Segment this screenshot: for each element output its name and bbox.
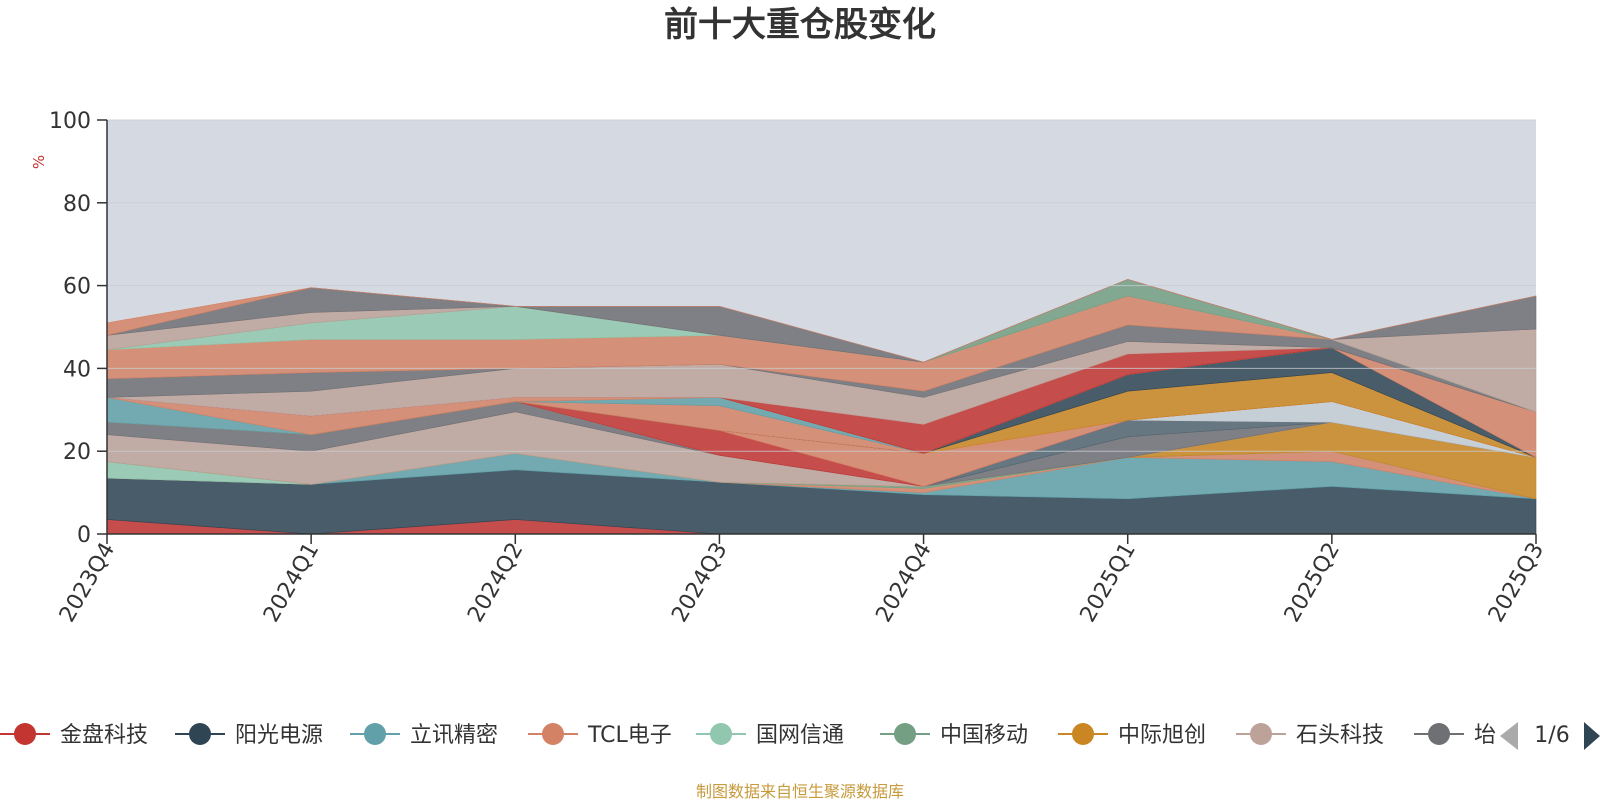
legend-marker	[364, 723, 386, 745]
area-series-27	[106, 279, 1537, 363]
x-tick-label: 2024Q2	[463, 539, 528, 627]
legend-page-indicator: 1/6	[1534, 723, 1569, 748]
x-tick-label: 2025Q1	[1076, 539, 1141, 627]
x-tick-label: 2025Q2	[1280, 539, 1345, 627]
x-tick-label: 2023Q4	[55, 539, 120, 627]
legend-label: 国网信通	[756, 723, 844, 748]
legend-label: 坮	[1474, 723, 1496, 748]
legend-label: 中际旭创	[1118, 723, 1206, 748]
legend-marker	[894, 723, 916, 745]
y-tick-label: 40	[63, 357, 91, 382]
stacked-area-chart: 0 20 40 60 80 100% 2023Q4 2024Q1 2024Q2 2024Q3 202…	[0, 109, 1600, 750]
legend-label: 中国移动	[940, 723, 1028, 748]
y-axis-label: %	[30, 155, 48, 169]
source-note: 制图数据来自恒生聚源数据库	[695, 782, 904, 800]
chart-title: 前十大重仓股变化	[664, 5, 936, 45]
legend-marker	[1250, 723, 1272, 745]
y-tick-label: 20	[63, 440, 91, 465]
legend-marker	[1072, 723, 1094, 745]
x-tick-label: 2024Q3	[667, 539, 732, 627]
legend-marker	[710, 723, 732, 745]
legend-label: 立讯精密	[410, 723, 498, 748]
legend-marker	[542, 723, 564, 745]
x-tick-label: 2025Q3	[1484, 539, 1549, 627]
y-tick-label: 80	[63, 192, 91, 217]
triangle-right-icon[interactable]	[1584, 722, 1600, 750]
x-tick-label: 2024Q4	[871, 539, 936, 627]
triangle-left-icon[interactable]	[1500, 722, 1518, 750]
legend-marker	[1428, 723, 1450, 745]
x-tick-label: 2024Q1	[259, 539, 324, 627]
legend-marker	[189, 723, 211, 745]
legend-label: 阳光电源	[235, 723, 323, 748]
legend-label: 金盘科技	[60, 723, 148, 748]
legend-label: 石头科技	[1296, 723, 1384, 748]
y-tick-label: 0	[77, 523, 91, 548]
legend-label: TCL电子	[587, 723, 672, 748]
y-tick-label: 60	[63, 275, 91, 300]
legend-marker	[14, 723, 36, 745]
y-tick-label: 100	[49, 109, 91, 134]
